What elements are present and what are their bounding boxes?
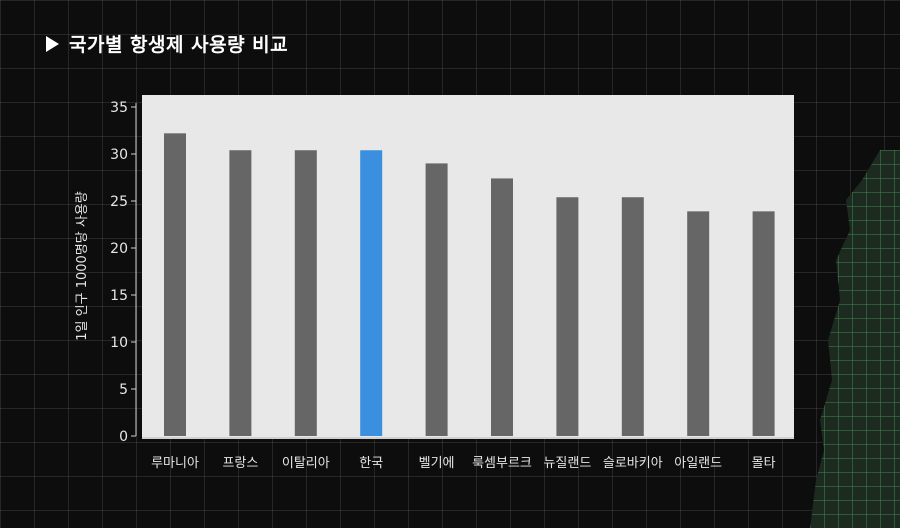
bar-3 [294, 150, 317, 437]
bar-9 [687, 211, 710, 436]
x-category-label: 벨기에 [419, 456, 455, 471]
x-axis-labels: 루마니아 프랑스 이탈리아 한국 벨기에 룩셈부르크 뉴질랜드 슬로바키아 아일랜드 몰타 [151, 456, 776, 471]
bar-4 [360, 150, 383, 437]
bar-7 [556, 197, 579, 436]
x-category-label: 이탈리아 [282, 456, 330, 471]
x-category-label: 프랑스 [222, 456, 258, 471]
bar-5 [425, 163, 448, 436]
y-tick-label: 5 [119, 382, 128, 398]
chart-title-row: 국가별 항생제 사용량 비교 [46, 30, 288, 57]
bar-6 [491, 178, 513, 436]
play-triangle-icon [46, 35, 59, 52]
x-category-label: 룩셈부르크 [472, 456, 532, 471]
y-axis: 0 5 10 15 20 25 30 35 [110, 100, 137, 445]
bar-1 [164, 133, 186, 436]
x-category-label: 몰타 [752, 456, 776, 471]
y-tick-label: 10 [110, 335, 128, 351]
bar-8 [621, 197, 644, 436]
y-tick-label: 15 [110, 288, 128, 304]
y-tick-label: 20 [110, 241, 128, 257]
bars-group [164, 133, 775, 437]
x-category-label: 뉴질랜드 [543, 456, 591, 471]
x-category-label: 루마니아 [151, 456, 199, 471]
y-tick-label: 30 [110, 147, 128, 163]
x-category-label: 한국 [359, 456, 383, 471]
y-tick-label: 35 [110, 100, 128, 116]
bar-2 [229, 150, 252, 437]
chart-title: 국가별 항생제 사용량 비교 [69, 34, 289, 56]
y-tick-label: 0 [119, 429, 128, 445]
x-category-label: 슬로바키아 [603, 456, 663, 471]
torn-paper-decoration [810, 150, 900, 528]
y-axis-title: 1일 인구 1000명당 사용량 [75, 191, 90, 340]
bar-10 [752, 211, 775, 436]
x-category-label: 아일랜드 [674, 456, 722, 471]
y-tick-label: 25 [110, 194, 128, 210]
